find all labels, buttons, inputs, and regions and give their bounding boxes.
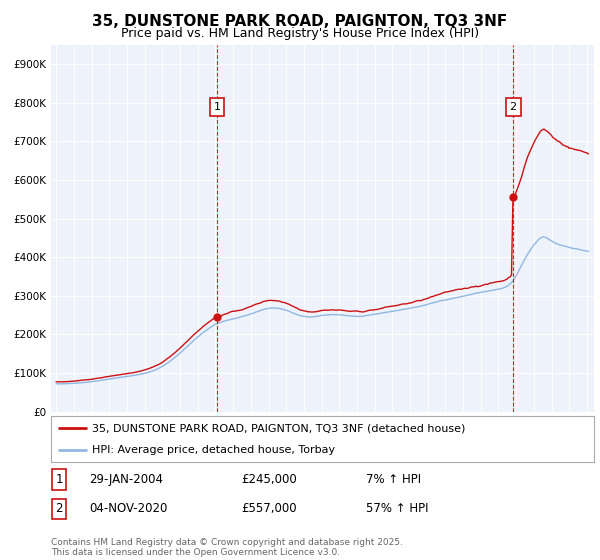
Text: £245,000: £245,000 — [241, 473, 297, 486]
Text: 1: 1 — [214, 102, 220, 112]
Text: 2: 2 — [55, 502, 63, 515]
Text: 04-NOV-2020: 04-NOV-2020 — [89, 502, 167, 515]
Text: 1: 1 — [55, 473, 63, 486]
Text: 2: 2 — [509, 102, 517, 112]
Text: 7% ↑ HPI: 7% ↑ HPI — [366, 473, 421, 486]
Text: HPI: Average price, detached house, Torbay: HPI: Average price, detached house, Torb… — [92, 445, 335, 455]
Text: 57% ↑ HPI: 57% ↑ HPI — [366, 502, 428, 515]
Text: 35, DUNSTONE PARK ROAD, PAIGNTON, TQ3 3NF: 35, DUNSTONE PARK ROAD, PAIGNTON, TQ3 3N… — [92, 14, 508, 29]
Text: 29-JAN-2004: 29-JAN-2004 — [89, 473, 163, 486]
Text: Price paid vs. HM Land Registry's House Price Index (HPI): Price paid vs. HM Land Registry's House … — [121, 27, 479, 40]
Text: 35, DUNSTONE PARK ROAD, PAIGNTON, TQ3 3NF (detached house): 35, DUNSTONE PARK ROAD, PAIGNTON, TQ3 3N… — [92, 423, 465, 433]
Text: £557,000: £557,000 — [241, 502, 296, 515]
Text: Contains HM Land Registry data © Crown copyright and database right 2025.
This d: Contains HM Land Registry data © Crown c… — [51, 538, 403, 557]
